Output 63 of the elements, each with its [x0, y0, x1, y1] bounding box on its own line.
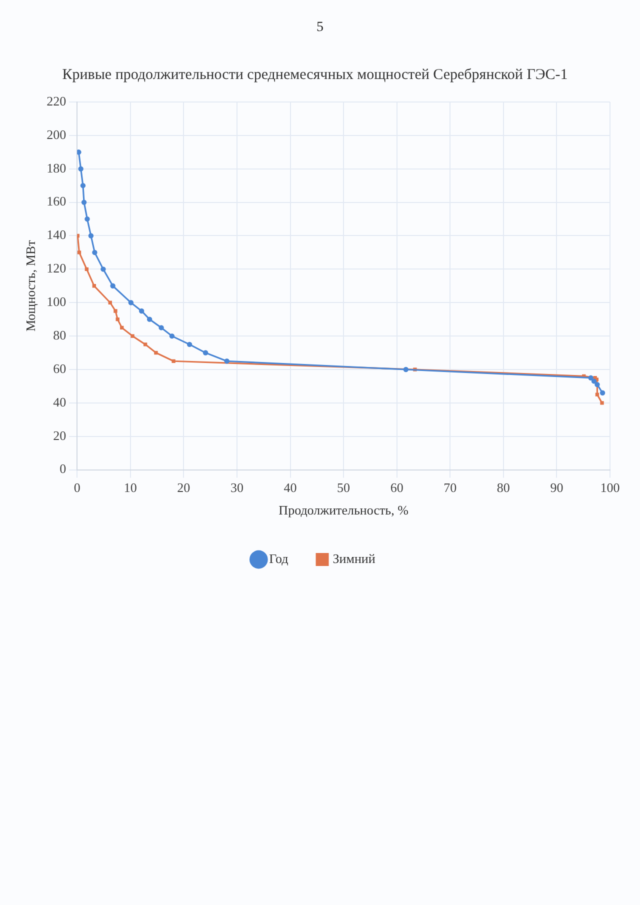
point — [100, 266, 106, 272]
x-tick-label: 70 — [444, 480, 457, 496]
point — [403, 366, 408, 372]
chart-title: Кривые продолжительности среднемесячных мощностей Серебрянской ГЭС-1 — [62, 66, 568, 83]
point — [169, 333, 175, 339]
point — [81, 200, 87, 205]
x-tick-label: 90 — [550, 480, 564, 496]
legend-label: Год — [269, 550, 289, 566]
x-tick-label: 100 — [600, 480, 620, 496]
point — [120, 326, 124, 330]
point — [114, 309, 118, 313]
point — [138, 308, 144, 314]
x-axis-title: Продолжительность, % — [278, 502, 409, 518]
y-tick-label: 180 — [46, 160, 66, 176]
point — [77, 150, 82, 155]
y-tick-label: 140 — [46, 227, 66, 242]
y-tick-label: 20 — [53, 428, 66, 443]
point — [202, 350, 208, 356]
y-tick-label: 200 — [46, 126, 66, 142]
point — [146, 316, 152, 322]
point — [80, 182, 86, 188]
y-tick-label: 220 — [46, 93, 66, 108]
point — [128, 300, 134, 306]
point — [92, 284, 96, 288]
text: 5 — [316, 20, 324, 36]
x-tick-label: 80 — [496, 480, 510, 496]
y-tick-label: 60 — [53, 360, 66, 376]
x-tick-label: 20 — [177, 480, 190, 496]
y-axis-title: Мощность, МВт — [23, 240, 38, 332]
point — [88, 233, 94, 238]
point — [116, 318, 120, 322]
x-tick-label: 0 — [74, 480, 80, 496]
y-tick-label: 160 — [46, 194, 66, 209]
point — [154, 350, 158, 355]
y-tick-label: 0 — [60, 461, 66, 476]
y-tick-label: 40 — [53, 394, 66, 410]
point — [588, 375, 594, 380]
x-tick-label: 60 — [390, 480, 404, 496]
point — [92, 250, 98, 256]
point — [224, 358, 230, 364]
y-tick-label: 80 — [53, 327, 66, 342]
point — [600, 401, 604, 405]
point — [600, 390, 606, 396]
point — [77, 250, 82, 254]
point — [172, 359, 176, 363]
point — [130, 334, 134, 338]
point — [110, 283, 116, 288]
y-tick-label: 100 — [46, 294, 66, 310]
legend-label: Зимний — [332, 550, 376, 566]
point — [143, 342, 148, 346]
x-tick-label: 40 — [284, 480, 297, 496]
x-tick-label: 10 — [124, 480, 137, 496]
x-tick-label: 50 — [337, 480, 350, 496]
point — [78, 166, 84, 172]
x-tick-label: 30 — [230, 480, 244, 496]
y-tick-label: 120 — [46, 260, 66, 276]
point — [591, 378, 597, 384]
point — [84, 267, 89, 272]
point — [595, 392, 600, 396]
point — [186, 342, 192, 348]
point — [108, 300, 112, 304]
point — [158, 325, 164, 330]
point — [84, 216, 90, 222]
